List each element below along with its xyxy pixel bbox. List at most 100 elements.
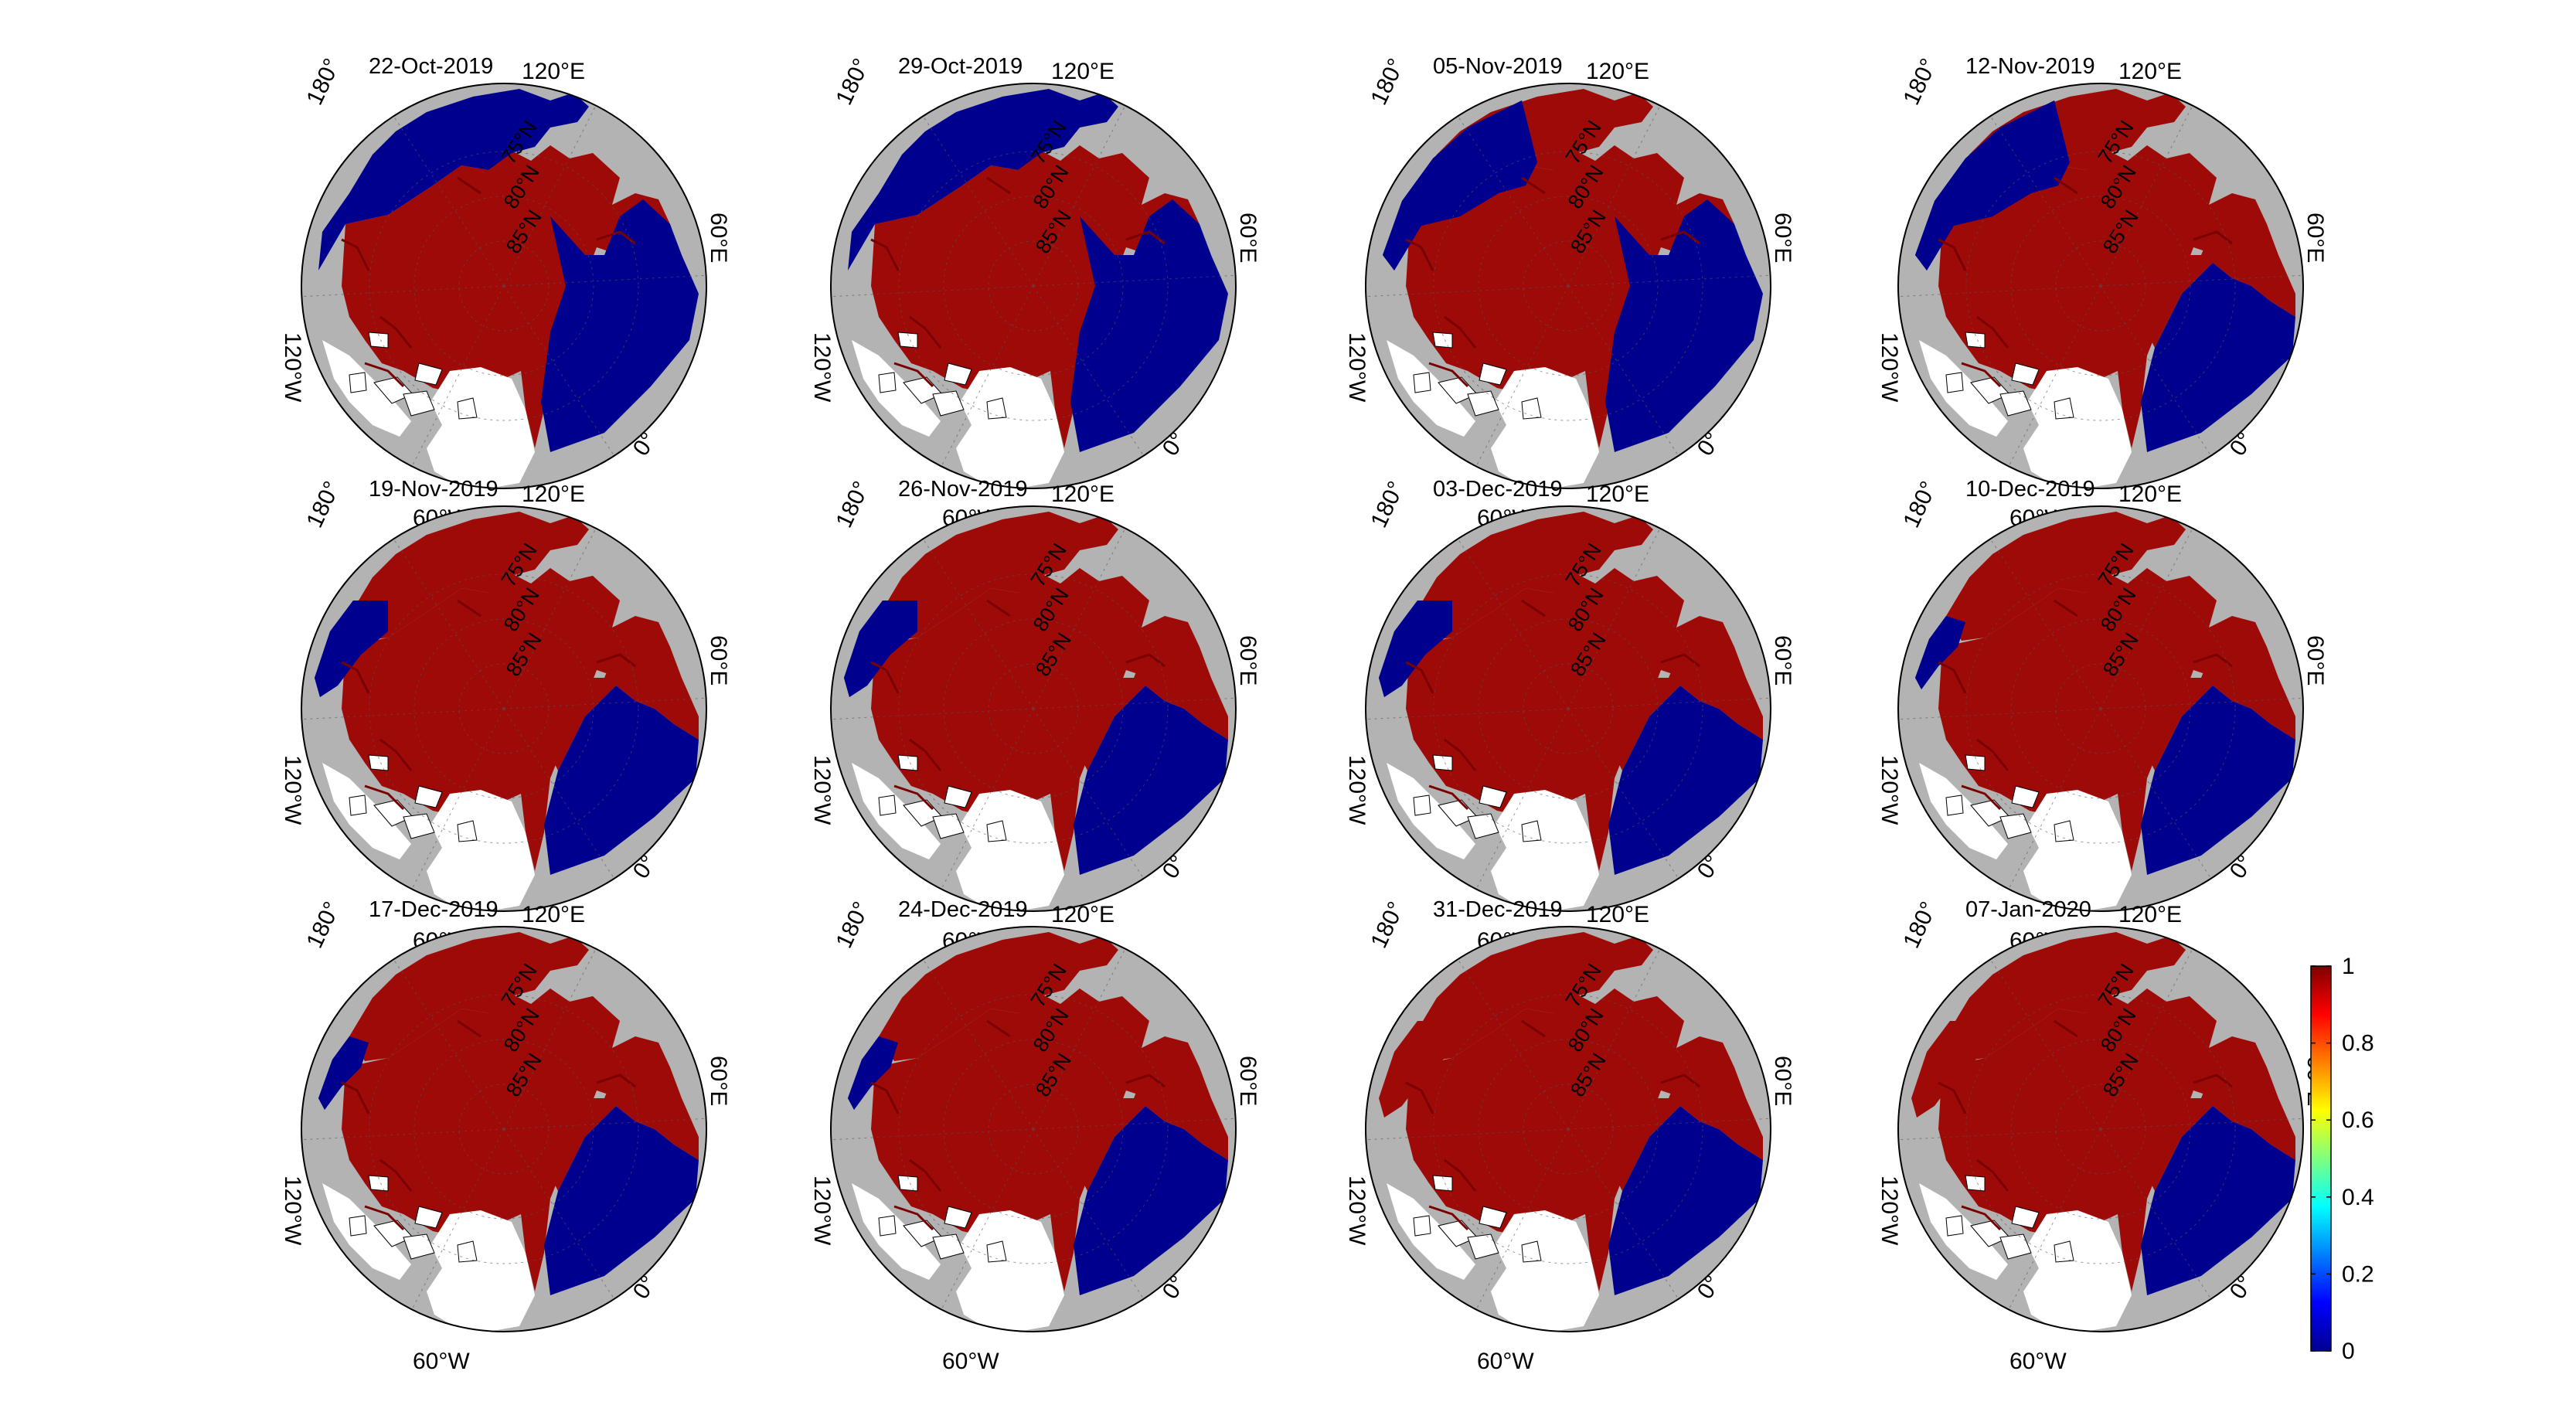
longitude-label-lon120e: 120°E bbox=[522, 902, 585, 927]
longitude-label-lon120w: 120°W bbox=[809, 755, 835, 825]
map-frame bbox=[1897, 505, 2304, 912]
island bbox=[403, 1233, 435, 1260]
longitude-label-lon180: 180° bbox=[301, 55, 345, 109]
longitude-label-lon60e: 60°E bbox=[1770, 213, 1795, 263]
open-water-pacific bbox=[1383, 100, 1537, 270]
map-frame bbox=[1365, 505, 1771, 912]
meridian-line bbox=[1033, 1118, 1236, 1130]
open-water-atlantic bbox=[544, 1106, 699, 1295]
longitude-label-lon60e: 60°E bbox=[1770, 635, 1795, 686]
island bbox=[414, 1206, 443, 1229]
ice-texture bbox=[1521, 176, 1546, 195]
meridian-line bbox=[1567, 948, 1661, 1130]
longitude-label-lon180: 180° bbox=[301, 898, 345, 952]
island bbox=[1479, 362, 1507, 386]
longitude-label-lon120e: 120°E bbox=[1586, 59, 1649, 84]
latitude-circle bbox=[943, 618, 1124, 799]
meridian-line bbox=[941, 708, 1034, 890]
sea-ice-siberian bbox=[1946, 932, 2186, 1061]
ice-texture bbox=[1428, 784, 1469, 811]
island bbox=[1999, 813, 2032, 839]
meridian-line bbox=[1475, 708, 1569, 890]
sea-ice-barents bbox=[2147, 622, 2295, 771]
longitude-label-lon120e: 120°E bbox=[1051, 481, 1114, 507]
longitude-label-lon60w: 60°W bbox=[2009, 1349, 2067, 1374]
colorbar: 0 0.2 0.4 0.6 0.8 1 bbox=[2310, 954, 2374, 1364]
island bbox=[944, 1206, 972, 1229]
latitude-circle bbox=[943, 196, 1124, 376]
island bbox=[1999, 390, 2032, 417]
latitude-circle bbox=[2010, 196, 2191, 376]
island bbox=[1467, 1233, 1499, 1260]
ice-texture bbox=[379, 315, 413, 349]
greenland-area bbox=[1491, 1210, 1599, 1332]
latitude-circle bbox=[2010, 618, 2191, 799]
island bbox=[414, 785, 443, 808]
open-water-atlantic bbox=[2141, 686, 2295, 875]
island bbox=[414, 362, 443, 386]
latitude-circle bbox=[1965, 151, 2236, 421]
latitude-circle bbox=[2055, 1084, 2146, 1175]
map-frame bbox=[830, 505, 1237, 912]
ice-texture bbox=[1660, 230, 1700, 245]
map-panels: 22-Oct-201975°N80°N85°N180°120°E60°E0°60… bbox=[280, 54, 2328, 1374]
longitude-label-lon60e: 60°E bbox=[706, 1056, 731, 1106]
canada-area bbox=[1387, 763, 1475, 859]
meridian-line bbox=[1475, 1128, 1569, 1310]
greenland-area bbox=[427, 790, 535, 911]
island bbox=[349, 1215, 367, 1237]
meridian-line bbox=[922, 538, 1034, 709]
meridian-line bbox=[1366, 708, 1569, 720]
latitude-circle bbox=[1433, 151, 1703, 421]
sea-ice-barents bbox=[550, 622, 699, 771]
canada-area bbox=[1919, 1183, 2008, 1280]
longitude-label-lon60e: 60°E bbox=[2302, 213, 2328, 263]
ice-texture bbox=[2193, 653, 2233, 668]
canada-area bbox=[322, 763, 411, 859]
latitude-circle bbox=[898, 151, 1169, 421]
ice-texture bbox=[1444, 315, 1477, 349]
map-panel: 22-Oct-201975°N80°N85°N180°120°E60°E0°60… bbox=[280, 54, 731, 531]
ice-texture bbox=[870, 661, 900, 694]
meridian-line bbox=[301, 285, 505, 298]
ice-texture bbox=[2054, 599, 2078, 618]
map-frame bbox=[1365, 926, 1771, 1332]
sea-ice-siberian bbox=[879, 512, 1118, 641]
greenland-area bbox=[2023, 367, 2132, 488]
island bbox=[2054, 820, 2074, 842]
longitude-label-lon120w: 120°W bbox=[1344, 755, 1370, 825]
sea-ice-siberian bbox=[1414, 932, 1653, 1061]
open-water-atlantic bbox=[2141, 1106, 2295, 1295]
island bbox=[403, 813, 435, 839]
latitude-circle bbox=[458, 663, 550, 754]
ice-texture bbox=[893, 784, 934, 811]
open-water-pacific bbox=[318, 1036, 369, 1110]
meridian-line bbox=[1033, 697, 1236, 709]
ice-texture bbox=[2054, 1019, 2078, 1038]
ice-texture bbox=[986, 176, 1011, 195]
latitude-circle bbox=[413, 1039, 594, 1220]
ice-texture bbox=[986, 599, 1011, 618]
longitude-label-lon60e: 60°E bbox=[706, 635, 731, 686]
open-water-pacific bbox=[848, 1036, 898, 1110]
ice-texture bbox=[1976, 738, 2009, 771]
colorbar-tick-label: 0.4 bbox=[2342, 1185, 2374, 1210]
island bbox=[1479, 785, 1507, 808]
longitude-label-lon180: 180° bbox=[831, 55, 874, 109]
longitude-label-lon120w: 120°W bbox=[1877, 755, 1902, 825]
map-frame bbox=[830, 83, 1237, 489]
canada-area bbox=[322, 340, 411, 437]
meridian-line bbox=[2100, 285, 2212, 457]
island bbox=[944, 362, 972, 386]
meridian-line bbox=[503, 948, 597, 1130]
greenland-area bbox=[1491, 367, 1599, 488]
longitude-label-lon120w: 120°W bbox=[809, 332, 835, 403]
longitude-label-lon120e: 120°E bbox=[2118, 902, 2182, 927]
latitude-circle bbox=[2055, 240, 2146, 332]
ice-texture bbox=[870, 1081, 900, 1114]
longitude-label-lon120e: 120°E bbox=[2118, 481, 2182, 507]
island bbox=[457, 397, 478, 420]
longitude-label-lon120w: 120°W bbox=[280, 755, 305, 825]
longitude-label-lon120w: 120°W bbox=[280, 1176, 305, 1246]
